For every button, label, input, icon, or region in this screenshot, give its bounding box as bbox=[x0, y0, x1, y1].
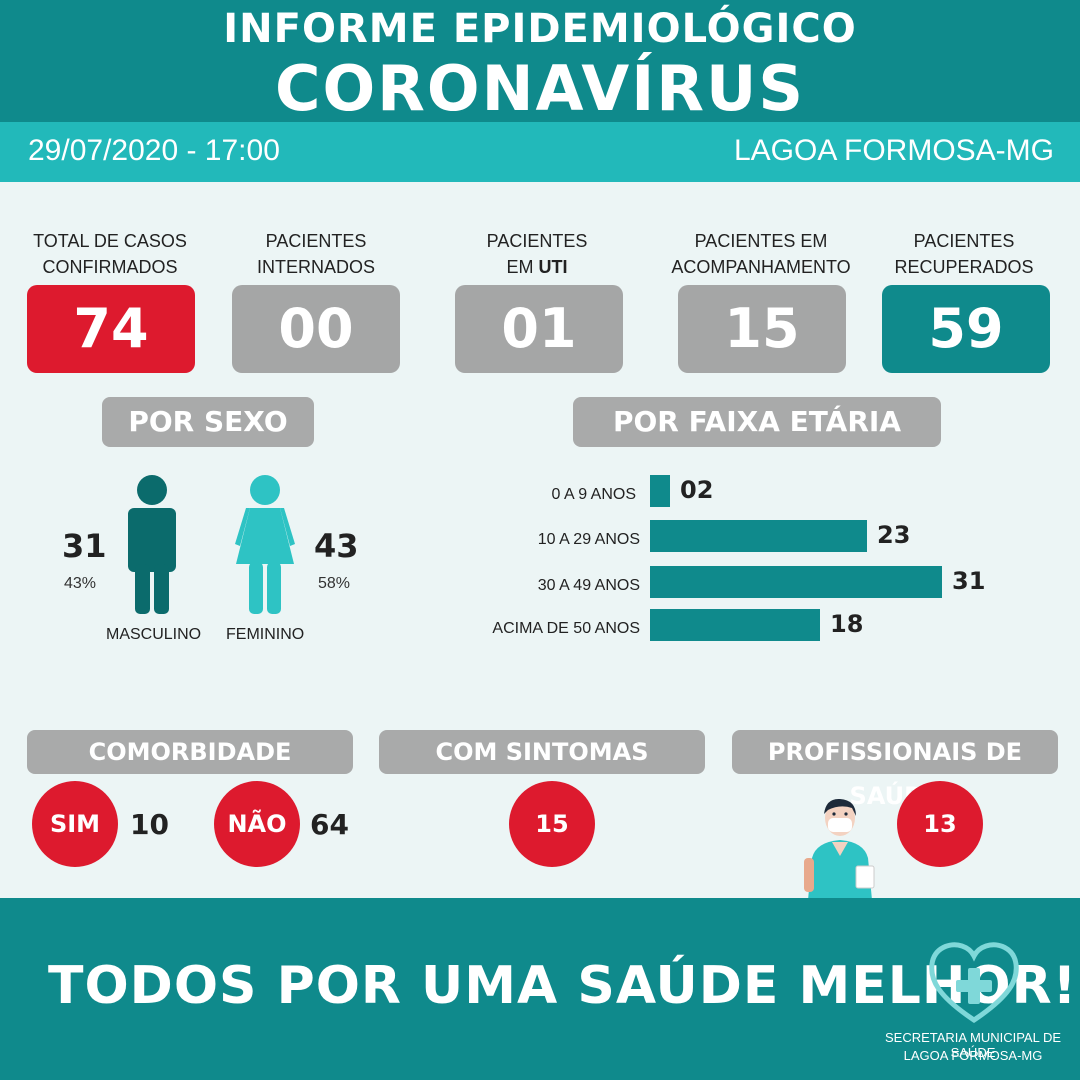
stat-label-confirmed: TOTAL DE CASOS CONFIRMADOS bbox=[33, 231, 187, 277]
section-por-faixa-etaria: POR FAIXA ETÁRIA bbox=[573, 397, 941, 447]
stat-box-hospitalized: 00 bbox=[232, 285, 400, 373]
header: INFORME EPIDEMIOLÓGICO CORONAVÍRUS bbox=[0, 0, 1080, 125]
male-pct: 43% bbox=[64, 575, 97, 592]
female-count: 43 bbox=[314, 527, 359, 565]
comorbidade-nao-value: 64 bbox=[310, 808, 349, 841]
footer-org-line1: SECRETARIA MUNICIPAL DE SAÚDE bbox=[884, 1030, 1061, 1060]
section-com-sintomas: COM SINTOMAS bbox=[379, 730, 705, 774]
age-bar bbox=[650, 609, 820, 641]
female-label: FEMININO bbox=[226, 626, 305, 643]
age-label: ACIMA DE 50 ANOS bbox=[492, 620, 640, 637]
stat-label-hospitalized: PACIENTES INTERNADOS bbox=[256, 231, 375, 277]
stat-label-recovered: PACIENTES RECUPERADOS bbox=[894, 231, 1034, 277]
com-sintomas-circle: 15 bbox=[509, 781, 595, 867]
stat-box-monitoring: 15 bbox=[678, 285, 846, 373]
female-pct: 58% bbox=[318, 575, 351, 592]
title-line-2: CORONAVÍRUS bbox=[274, 52, 806, 125]
nurse-illustration bbox=[804, 798, 875, 900]
comorbidade-sim-value: 10 bbox=[130, 808, 169, 841]
age-value: 02 bbox=[680, 476, 714, 504]
age-bar bbox=[650, 566, 942, 598]
age-bar bbox=[650, 520, 867, 552]
male-person-icon bbox=[128, 475, 176, 614]
profissionais-circle: 13 bbox=[897, 781, 983, 867]
section-profissionais: PROFISSIONAIS DE SAÚDE bbox=[732, 730, 1058, 810]
male-label: MASCULINO bbox=[106, 626, 202, 643]
stat-box-confirmed: 74 bbox=[27, 285, 195, 373]
age-label: 10 A 29 ANOS bbox=[537, 531, 640, 548]
report-city: LAGOA FORMOSA-MG bbox=[733, 134, 1054, 167]
title-line-1: INFORME EPIDEMIOLÓGICO bbox=[223, 6, 857, 52]
age-bar bbox=[650, 475, 670, 507]
section-comorbidade: COMORBIDADE bbox=[27, 730, 353, 774]
comorbidade-sim-circle: SIM bbox=[32, 781, 118, 867]
stat-label-monitoring: PACIENTES EM ACOMPANHAMENTO bbox=[671, 231, 851, 277]
female-person-icon bbox=[235, 475, 295, 614]
subheader-bar: 29/07/2020 - 17:00 LAGOA FORMOSA-MG bbox=[0, 122, 1080, 182]
age-value: 18 bbox=[830, 610, 864, 638]
age-label: 0 A 9 ANOS bbox=[551, 486, 637, 503]
male-count: 31 bbox=[62, 527, 107, 565]
footer: TODOS POR UMA SAÚDE MELHOR! SECRETARIA M… bbox=[0, 898, 1080, 1080]
report-date: 29/07/2020 - 17:00 bbox=[28, 134, 280, 167]
comorbidade-nao-circle: NÃO bbox=[214, 781, 300, 867]
stat-label-icu: PACIENTES EM UTI bbox=[486, 231, 588, 277]
stat-box-recovered: 59 bbox=[882, 285, 1050, 373]
age-value: 23 bbox=[877, 521, 911, 549]
section-por-sexo: POR SEXO bbox=[102, 397, 314, 447]
age-value: 31 bbox=[952, 567, 986, 595]
stat-box-icu: 01 bbox=[455, 285, 623, 373]
age-label: 30 A 49 ANOS bbox=[537, 577, 640, 594]
footer-slogan: TODOS POR UMA SAÚDE MELHOR! bbox=[48, 956, 1078, 1016]
footer-org-line2: LAGOA FORMOSA-MG bbox=[903, 1048, 1043, 1063]
heart-cross-logo bbox=[929, 942, 1019, 1024]
